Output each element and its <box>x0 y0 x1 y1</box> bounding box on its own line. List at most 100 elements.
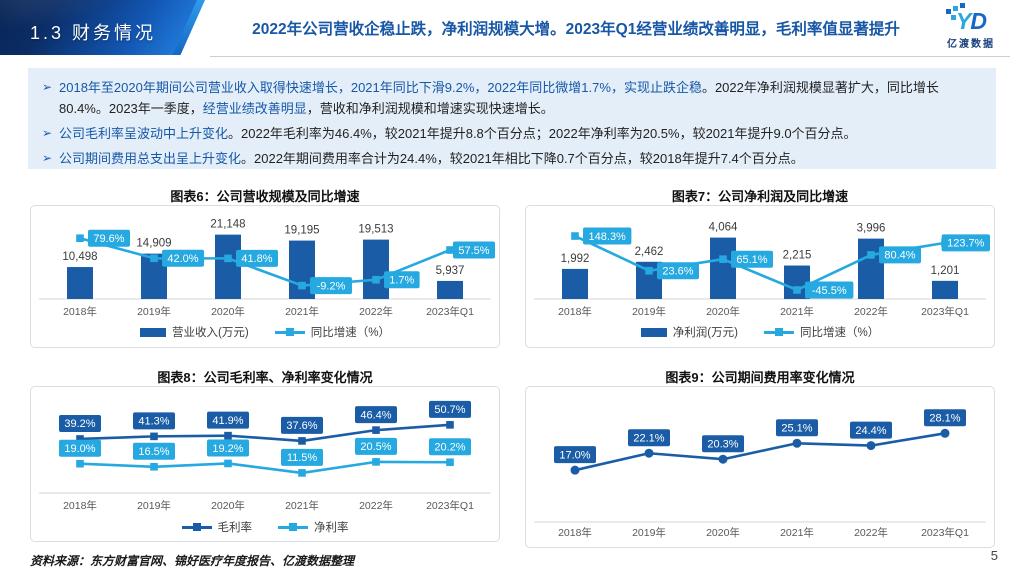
point-value-badge <box>583 227 632 245</box>
legend-marker-icon <box>285 328 294 336</box>
point-value-text: 20.5% <box>360 441 391 453</box>
company-logo: YD 亿渡数据 <box>932 8 1010 50</box>
point-value-text: 20.3% <box>707 439 738 451</box>
legend-marker-icon <box>774 328 783 336</box>
header-divider <box>210 56 1010 57</box>
bar <box>437 280 463 299</box>
chart7-title: 图表7：公司净利润及同比增速 <box>671 189 849 204</box>
point-marker <box>76 459 84 468</box>
point-value-text: -45.5% <box>812 285 847 297</box>
point-marker <box>224 459 232 468</box>
point-value-text: 41.3% <box>138 416 169 428</box>
chart8-title: 图表8：公司毛利率、净利率变化情况 <box>157 370 373 385</box>
chart8-canvas: 39.2% 41.3% 41.9% 37.6% 46.4% 50.7% 19.0% 16.5%… <box>39 400 491 512</box>
point-value-badge <box>731 250 773 268</box>
x-axis-label: 2022年 <box>359 499 393 512</box>
bar <box>710 237 736 299</box>
page-title: 2022年公司营收企稳止跌，净利润规模大增。2023年Q1经营业绩改善明显，毛利… <box>252 20 900 38</box>
legend-label: 营业收入(万元) <box>172 327 249 339</box>
bar <box>67 267 93 299</box>
trend-line <box>574 432 946 472</box>
legend-label: 净利润(万元) <box>672 327 738 339</box>
point-marker <box>76 435 84 443</box>
point-value-badge <box>628 429 670 447</box>
x-axis-label: 2023年Q1 <box>921 526 969 539</box>
legend-item: 毛利率 <box>181 519 252 535</box>
point-marker <box>793 286 801 294</box>
point-value-badge <box>429 438 471 456</box>
legend-item: 同比增速（%） <box>274 324 390 340</box>
point-value-badge <box>879 246 921 264</box>
point-marker <box>298 469 306 477</box>
x-axis-label: 2021年 <box>780 526 814 539</box>
section-label: 1.3 财务情况 <box>30 23 157 43</box>
page-number: 5 <box>990 548 998 563</box>
logo-letter-d: D <box>970 8 987 34</box>
x-axis-label: 2023年Q1 <box>426 305 474 318</box>
point-value-text: 16.5% <box>138 446 169 458</box>
chart9-title: 图表9：公司期间费用率变化情况 <box>665 370 855 385</box>
point-value-text: 123.7% <box>947 238 985 250</box>
point-value-text: 41.9% <box>212 415 243 427</box>
bar-value-label: 1,992 <box>561 253 590 265</box>
summary-bullet: ➢ 公司毛利率呈波动中上升变化。2022年毛利率为46.4%，较2021年提升8.… <box>42 123 982 144</box>
point-value-text: 148.3% <box>589 231 627 243</box>
point-marker <box>372 426 380 434</box>
source-note: 资料来源：东方财富官网、锦好医疗年度报告、亿渡数据整理 <box>30 554 355 568</box>
trend-line <box>79 423 451 443</box>
point-value-text: 80.4% <box>884 250 915 262</box>
bullet-text-segment: 2018年至2020年期间公司营业收入取得快速增长，2021年同比下滑9.2%，… <box>59 80 702 95</box>
point-marker <box>298 281 306 290</box>
point-value-text: 22.1% <box>633 433 664 445</box>
chart-legend: 毛利率 净利率 <box>31 519 499 535</box>
point-value-badge <box>355 437 397 455</box>
summary-bullet: ➢ 2018年至2020年期间公司营业收入取得快速增长，2021年同比下滑9.2%… <box>42 77 982 119</box>
legend-item: 净利率 <box>278 519 349 535</box>
x-axis-label: 2019年 <box>137 499 171 512</box>
bullet-arrow-icon: ➢ <box>42 126 53 140</box>
point-value-text: 41.8% <box>241 253 272 265</box>
point-value-text: 37.6% <box>286 420 317 432</box>
point-marker <box>224 254 232 263</box>
point-marker <box>719 255 727 263</box>
point-value-text: 39.2% <box>64 418 95 430</box>
bar-value-label: 2,462 <box>635 246 664 258</box>
legend-marker-icon <box>192 523 201 531</box>
x-axis-label: 2022年 <box>854 526 888 539</box>
point-value-text: 65.1% <box>736 254 767 266</box>
x-axis-label: 2020年 <box>706 305 740 318</box>
chart7-canvas: 1,992 2,462 4,064 2,215 3,996 1,201 148.3% 23.6… <box>534 222 990 318</box>
bar-value-label: 2,215 <box>783 250 812 262</box>
bar-value-label: 1,201 <box>931 265 960 277</box>
point-value-badge <box>207 411 249 429</box>
chart6-title: 图表6：公司营收规模及同比增速 <box>170 189 360 204</box>
point-value-badge <box>133 442 175 460</box>
point-marker <box>150 462 158 471</box>
point-value-text: 79.6% <box>93 233 124 245</box>
bar-value-label: 3,996 <box>857 223 886 235</box>
header-title-wrap: 2022年公司营收企稳止跌，净利润规模大增。2023年Q1经营业绩改善明显，毛利… <box>214 0 938 55</box>
point-marker <box>446 458 454 467</box>
point-marker <box>940 428 950 438</box>
bullet-text-segment: 。2022年期间费用率合计为24.4%，较2021年相比下降0.7个百分点，较2… <box>241 151 804 166</box>
x-axis-label: 2019年 <box>137 305 171 318</box>
logo-yd-icon: YD <box>946 8 987 34</box>
point-marker <box>150 432 158 441</box>
point-marker <box>571 232 579 240</box>
point-marker <box>867 251 875 259</box>
bar <box>363 239 389 299</box>
point-marker <box>298 437 306 445</box>
x-axis-label: 2021年 <box>780 305 814 318</box>
point-value-badge <box>702 435 744 453</box>
point-value-badge <box>941 234 990 252</box>
point-value-badge <box>554 446 596 464</box>
x-axis-label: 2020年 <box>211 305 245 318</box>
point-value-text: -9.2% <box>317 280 346 292</box>
point-value-text: 24.4% <box>855 425 886 437</box>
x-axis-label: 2018年 <box>63 499 97 512</box>
point-value-badge <box>59 414 101 432</box>
chart7-netprofit-growth-chart: 1,992 2,462 4,064 2,215 3,996 1,201 148.3% 23.6… <box>525 205 995 348</box>
point-value-badge <box>384 271 420 289</box>
bullet-text-segment: 经营业绩改善明显 <box>202 101 307 116</box>
point-value-badge <box>236 249 278 267</box>
